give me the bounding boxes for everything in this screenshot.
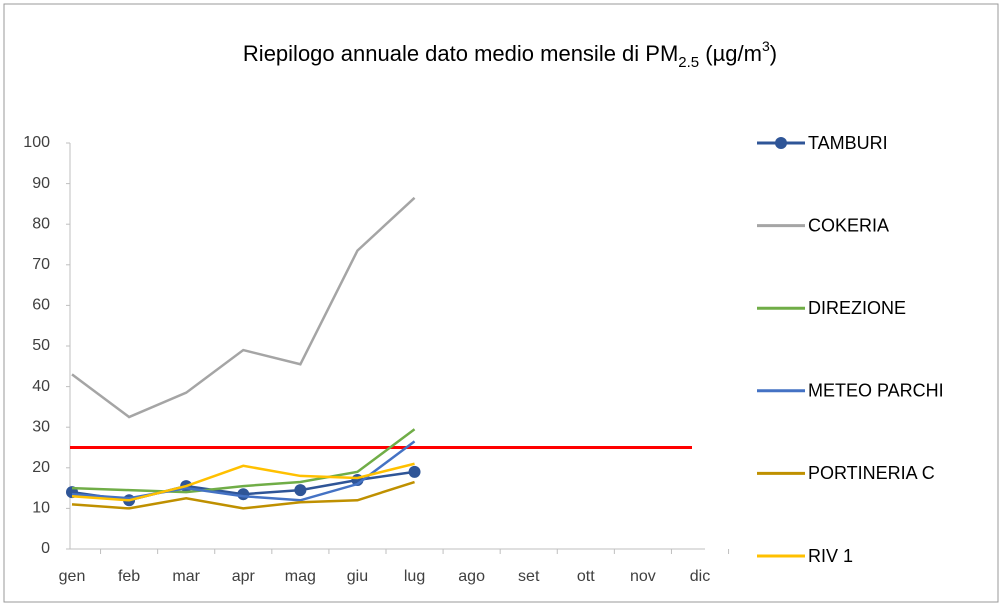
legend-marker — [775, 137, 787, 149]
x-tick-label: ott — [577, 568, 595, 585]
y-tick-label: 100 — [23, 134, 50, 151]
y-tick-label: 90 — [32, 175, 50, 192]
legend-label: METEO PARCHI — [808, 381, 944, 401]
x-tick-label: nov — [630, 568, 656, 585]
x-tick-label: giu — [347, 568, 368, 585]
title-text: ) — [770, 41, 777, 66]
x-tick-label: feb — [118, 568, 140, 585]
series-line — [71, 462, 415, 502]
x-tick-label: set — [518, 568, 540, 585]
title-text: Riepilogo annuale dato medio mensile di … — [243, 41, 678, 66]
series-line — [71, 480, 415, 510]
y-tick-label: 80 — [32, 215, 50, 232]
title-subscript: 2.5 — [678, 54, 699, 71]
y-tick-label: 10 — [32, 500, 50, 517]
x-tick-label: mar — [172, 568, 200, 585]
legend-label: DIREZIONE — [808, 298, 906, 318]
x-tick-label: apr — [232, 568, 256, 585]
legend-label: TAMBURI — [808, 133, 888, 153]
x-tick-label: lug — [404, 568, 425, 585]
title-superscript: 3 — [762, 38, 770, 54]
y-tick-label: 60 — [32, 297, 50, 314]
series-line — [71, 196, 416, 419]
y-tick-label: 0 — [41, 540, 50, 557]
legend-label: COKERIA — [808, 215, 889, 235]
point — [408, 465, 421, 478]
y-tick-label: 20 — [32, 459, 50, 476]
y-tick-label: 30 — [32, 418, 50, 435]
chart-title: Riepilogo annuale dato medio mensile di … — [243, 38, 777, 71]
x-tick-label: mag — [285, 568, 316, 585]
point — [237, 488, 250, 501]
series-line — [71, 440, 416, 502]
y-tick-label: 70 — [32, 256, 50, 273]
x-tick-label: ago — [458, 568, 485, 585]
legend-label: RIV 1 — [808, 546, 853, 566]
series-line — [71, 428, 416, 494]
x-tick-label: dic — [690, 568, 710, 585]
y-tick-label: 50 — [32, 337, 50, 354]
title-text: (µg/m — [699, 41, 762, 66]
x-tick-label: gen — [59, 568, 86, 585]
y-tick-label: 40 — [32, 378, 50, 395]
point — [294, 484, 307, 497]
legend-label: PORTINERIA C — [808, 463, 935, 483]
